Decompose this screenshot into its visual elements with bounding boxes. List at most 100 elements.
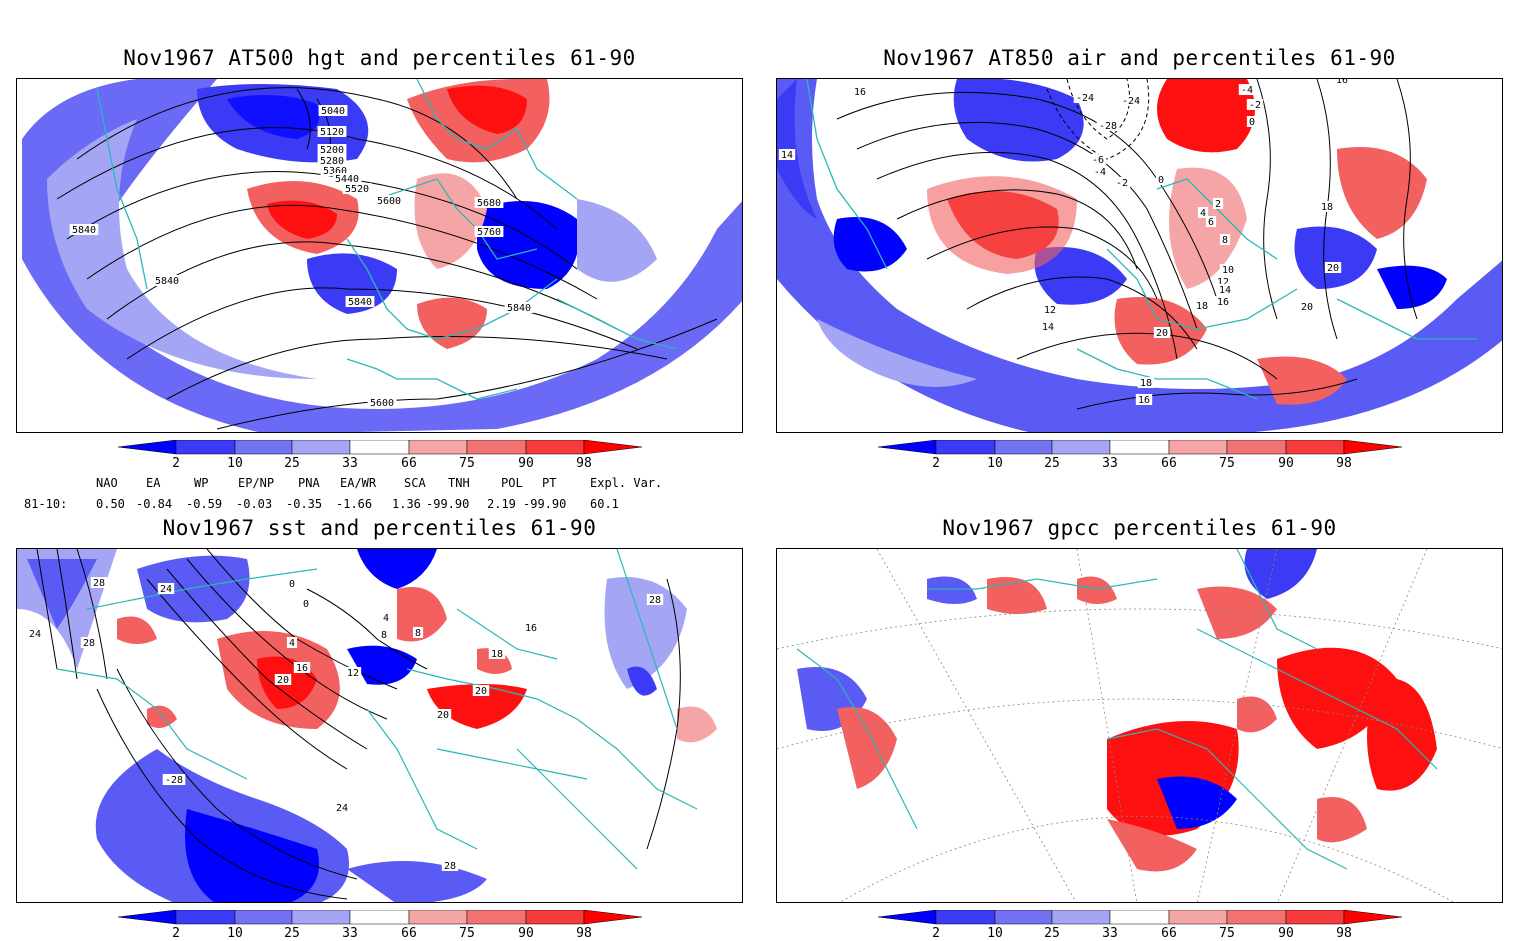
- tc-header-8: POL: [501, 476, 523, 490]
- colorbar-bin: [1051, 440, 1111, 455]
- colorbar-bin: [525, 910, 585, 925]
- contour-label-bg: [1205, 216, 1217, 227]
- colorbar-bin: [349, 440, 410, 455]
- colorbar-bottom-right: 2 10 25 33 66 75 90 98: [878, 910, 1402, 941]
- contour-label: 12: [1217, 277, 1229, 288]
- contour-label-bg: [441, 860, 459, 871]
- colorbar-bin: [1109, 440, 1170, 455]
- colorbar-tick-label: 25: [284, 926, 300, 941]
- contour-label-bg: [317, 155, 347, 166]
- contour-label-bg: [380, 612, 392, 623]
- contour-label: -2: [1249, 100, 1261, 111]
- contour-label-bg: [90, 577, 108, 588]
- contour-label: 18: [1321, 202, 1333, 213]
- colorbar-tick-label: 98: [576, 926, 592, 941]
- contour-label: 4: [1200, 208, 1206, 219]
- contour-label: -4: [1094, 167, 1106, 178]
- colorbar-bin: [466, 440, 527, 455]
- colorbar-tick-label: 33: [342, 456, 358, 471]
- contour-label-bg: [26, 628, 44, 639]
- colorbar-tick-label: 10: [987, 456, 1003, 471]
- colorbar-tick-label: 75: [1219, 456, 1235, 471]
- colorbar-tick-label: 10: [227, 926, 243, 941]
- contour-label: 5360: [323, 166, 347, 177]
- colorbar-tick-label: 25: [1044, 926, 1060, 941]
- contour-label: 5840: [72, 225, 96, 236]
- contour-label-bg: [1219, 264, 1237, 275]
- contour-label-bg: [778, 149, 796, 160]
- contour-label-bg: [1193, 300, 1211, 311]
- map-panel-sst: 28 24 28 24 0 0 4 4 8 8 12 16 20 20 20 -28 24 28 28 16 18: [16, 548, 743, 903]
- contour-label: 0: [303, 599, 309, 610]
- contour-label-bg: [474, 197, 504, 208]
- tc-value-8: 2.19: [487, 497, 516, 511]
- contour-label-bg: [300, 598, 312, 609]
- tc-header-4: PNA: [298, 476, 320, 490]
- contour-label-bg: [317, 144, 347, 155]
- contour-label: 24: [29, 629, 41, 640]
- contour-label: 5520: [345, 184, 369, 195]
- colorbar-tick-label: 25: [284, 456, 300, 471]
- contour-label-bg: [1324, 262, 1342, 273]
- contour-label-bg: [1153, 327, 1171, 338]
- contour-label: 0: [1249, 117, 1255, 128]
- colorbar-bin: [525, 440, 585, 455]
- contour-label: 5600: [370, 398, 394, 409]
- contour-label-bg: [504, 302, 534, 313]
- contour-label-bg: [1039, 321, 1057, 332]
- contour-label-bg: [1214, 276, 1232, 287]
- contour-label: 5040: [321, 106, 345, 117]
- colorbar-bin: [994, 440, 1053, 455]
- contour-labels-sst: 28 24 28 24 00 4 4 8 8 12 16 20 20 20 -28 24 28 28 16 18: [26, 577, 664, 872]
- contour-label: 20: [437, 710, 449, 721]
- colorbar-bin: [291, 440, 351, 455]
- contour-label: 5440: [335, 174, 359, 185]
- colorbar-bin: [1285, 910, 1345, 925]
- contour-label-bg: [646, 594, 664, 605]
- contour-label-bg: [1216, 284, 1234, 295]
- map-panel-hgt: 5040 5120 5200 5280 5360 5440 5520 5600 5680 5760…: [16, 78, 743, 433]
- contour-label-bg: [1318, 201, 1336, 212]
- contour-label-bg: [286, 637, 298, 648]
- colorbar-bin: [1343, 910, 1402, 925]
- contour-label: 20: [1156, 328, 1168, 339]
- contour-label: -28: [165, 775, 183, 786]
- contour-label: 20: [1301, 302, 1313, 313]
- colorbar-tick-label: 25: [1044, 456, 1060, 471]
- colorbar-bin: [1168, 910, 1228, 925]
- colorbar-bin: [291, 910, 351, 925]
- colorbar-bin: [175, 910, 236, 925]
- colorbar-bin: [994, 910, 1053, 925]
- contour-label-bg: [1041, 304, 1059, 315]
- colorbar-bin: [1051, 910, 1111, 925]
- contour-label-bg: [474, 226, 504, 237]
- tc-value-10: 60.1: [590, 497, 619, 511]
- contour-label-bg: [1333, 79, 1351, 85]
- colorbar-bin: [583, 910, 642, 925]
- contour-label: 8: [1222, 235, 1228, 246]
- contour-label-bg: [345, 296, 375, 307]
- colorbar-tick-label: 98: [1336, 926, 1352, 941]
- contour-label: 14: [1219, 285, 1231, 296]
- contour-label-bg: [1214, 296, 1232, 307]
- contour-label-bg: [1073, 92, 1097, 103]
- contour-label: 16: [525, 623, 537, 634]
- contour-label-bg: [1219, 234, 1231, 245]
- panel-title-hgt: Nov1967 AT500 hgt and percentiles 61-90: [123, 46, 636, 70]
- contour-label: 8: [381, 630, 387, 641]
- colorbar-tick-label: 2: [932, 456, 940, 471]
- contour-label: 12: [347, 668, 359, 679]
- contour-label: 28: [93, 578, 105, 589]
- colorbar-bin: [935, 440, 996, 455]
- colorbar-tick-label: 75: [459, 456, 475, 471]
- contour-label: 5200: [320, 145, 344, 156]
- contour-label-bg: [1119, 95, 1143, 106]
- contour-label: 5600: [377, 196, 401, 207]
- contour-label: 5840: [155, 276, 179, 287]
- tc-value-2: -0.59: [186, 497, 223, 511]
- contour-label-bg: [374, 195, 404, 206]
- colorbar-tick-label: 2: [172, 926, 180, 941]
